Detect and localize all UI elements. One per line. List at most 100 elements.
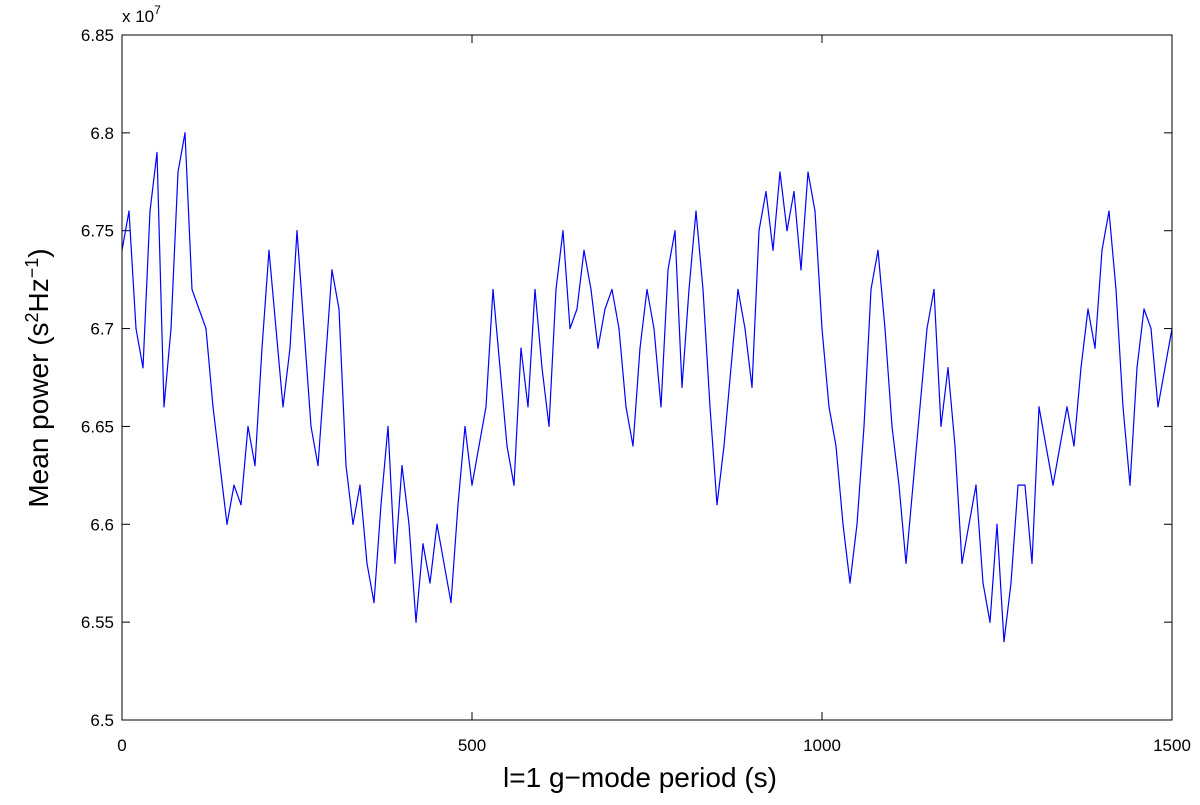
data-point <box>625 406 627 408</box>
y-tick-label: 6.55 <box>81 613 114 632</box>
data-point <box>317 464 319 467</box>
y-multiplier: x 107 <box>122 3 161 26</box>
data-point <box>394 562 396 565</box>
data-point <box>310 425 312 428</box>
data-point <box>884 327 886 330</box>
data-point <box>534 288 536 291</box>
data-point <box>443 562 445 565</box>
data-point <box>639 347 641 349</box>
data-point <box>779 171 781 173</box>
data-point <box>485 406 487 408</box>
data-point <box>751 386 753 388</box>
data-point <box>912 484 914 486</box>
data-point <box>646 288 648 291</box>
y-axis-label-sup1: 2 <box>22 312 42 322</box>
data-point <box>863 425 865 428</box>
data-point <box>254 464 256 467</box>
data-point <box>758 230 760 232</box>
y-axis-label: Mean power (s2Hz−1) <box>22 248 54 507</box>
data-point <box>212 406 214 408</box>
data-point <box>926 327 928 330</box>
data-point <box>303 327 305 330</box>
data-point <box>1003 641 1005 643</box>
data-point <box>282 406 284 408</box>
data-point <box>289 347 291 349</box>
data-point <box>1108 210 1110 212</box>
x-tick-label: 1000 <box>803 736 841 755</box>
y-axis-label-main: Mean power (s <box>23 322 54 507</box>
data-point <box>275 327 277 330</box>
data-point <box>674 230 676 232</box>
data-point <box>1038 406 1040 408</box>
data-point <box>1087 308 1089 310</box>
y-axis-label-sup2: −1 <box>22 258 42 279</box>
data-point <box>163 406 165 408</box>
data-point <box>576 308 578 310</box>
data-point <box>772 249 774 251</box>
data-point <box>233 484 235 486</box>
data-point <box>737 288 739 291</box>
data-point <box>905 562 907 565</box>
data-point <box>198 308 200 310</box>
data-point <box>1115 288 1117 291</box>
data-point <box>450 601 452 604</box>
data-point <box>1066 406 1068 408</box>
data-point <box>667 269 669 271</box>
y-axis-label-end: ) <box>23 248 54 257</box>
y-tick-label: 6.65 <box>81 417 114 436</box>
data-point <box>1122 406 1124 408</box>
data-point <box>919 406 921 408</box>
data-point <box>1073 445 1075 447</box>
data-point <box>933 288 935 291</box>
data-point <box>688 288 690 291</box>
y-tick-labels: 6.5 6.55 6.6 6.65 6.7 6.75 6.8 6.85 <box>81 26 114 730</box>
data-point <box>982 582 984 584</box>
data-point <box>660 406 662 408</box>
data-point <box>226 523 228 525</box>
data-point <box>828 406 830 408</box>
y-tick-label: 6.8 <box>90 124 114 143</box>
data-point <box>793 190 795 193</box>
data-point <box>940 425 942 428</box>
data-point <box>191 288 193 291</box>
data-point <box>898 484 900 486</box>
y-multiplier-exp: 7 <box>154 3 161 17</box>
data-point <box>1017 484 1019 486</box>
data-point <box>1059 445 1061 447</box>
data-point <box>401 464 403 467</box>
data-point <box>527 406 529 408</box>
data-point <box>947 367 949 369</box>
data-point <box>1045 445 1047 447</box>
data-point <box>989 621 991 623</box>
data-point <box>1136 367 1138 369</box>
data-point <box>877 249 879 251</box>
data-point <box>352 523 354 525</box>
data-point <box>387 425 389 428</box>
y-axis-label-mid: Hz <box>23 278 54 312</box>
data-point <box>1031 562 1033 565</box>
data-point <box>996 523 998 525</box>
data-point <box>380 504 382 506</box>
data-point <box>513 484 515 486</box>
data-point <box>961 562 963 565</box>
data-point <box>709 406 711 408</box>
data-point <box>135 327 137 330</box>
data-point <box>1052 484 1054 486</box>
data-point <box>247 425 249 428</box>
data-point <box>891 425 893 428</box>
data-point <box>205 327 207 330</box>
data-point <box>492 288 494 291</box>
data-point <box>331 269 333 271</box>
data-point <box>604 308 606 310</box>
data-point <box>856 523 858 525</box>
data-point <box>569 327 571 330</box>
plot-background <box>122 35 1172 720</box>
data-point <box>1164 367 1166 369</box>
data-point <box>268 249 270 251</box>
data-point <box>422 543 424 545</box>
data-point <box>723 445 725 447</box>
data-point <box>1094 347 1096 349</box>
series-points <box>121 132 1173 643</box>
data-point <box>156 151 158 154</box>
y-tick-label: 6.75 <box>81 222 114 241</box>
